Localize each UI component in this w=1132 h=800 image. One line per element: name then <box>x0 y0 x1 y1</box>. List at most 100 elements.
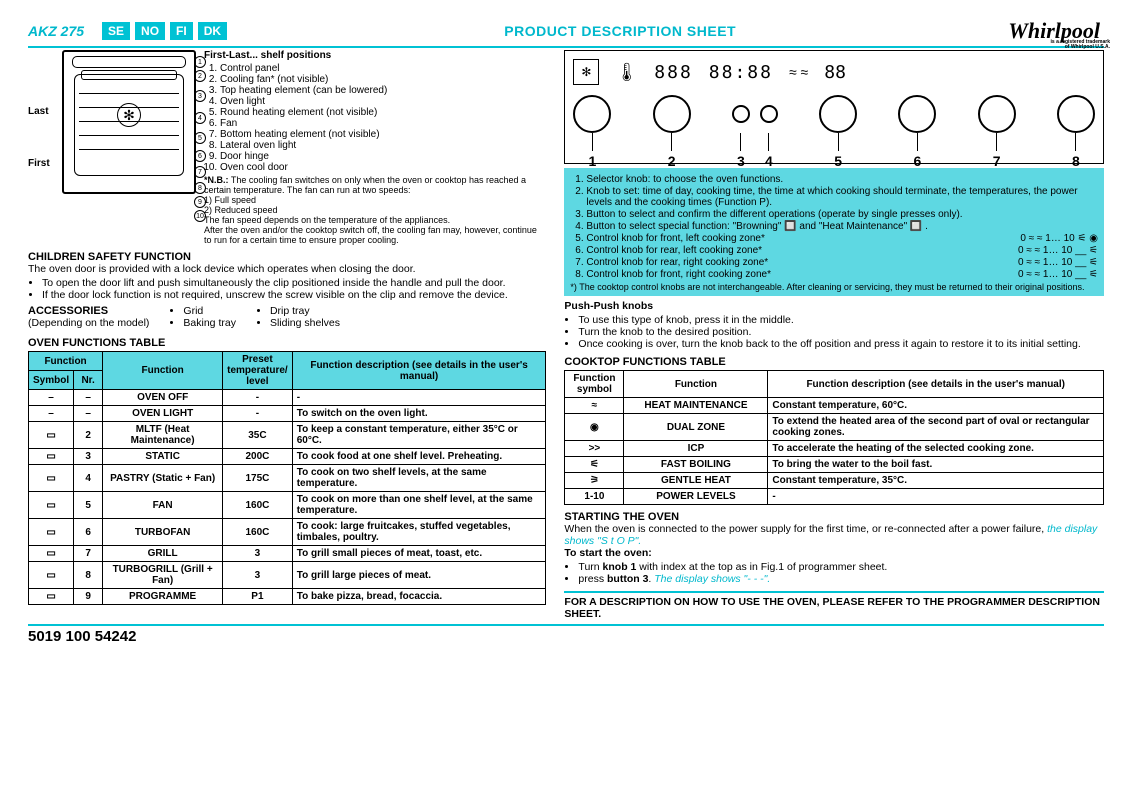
col-preset: Preset temperature/ level <box>223 352 293 390</box>
country-no: NO <box>135 22 165 40</box>
pushpush-b3: Once cooking is over, turn the knob back… <box>578 338 1104 350</box>
knob-7: 7 <box>993 153 1001 169</box>
oven-diagram: ✻ 1 2 3 4 5 6 7 8 9 10 <box>62 50 196 194</box>
legend-item: Button to select special function: "Brow… <box>586 221 1098 232</box>
knob-5: 5 <box>834 153 842 169</box>
fan-icon: ✻ <box>573 59 599 85</box>
country-dk: DK <box>198 22 227 40</box>
firstlast-heading: First-Last... shelf positions <box>204 50 546 61</box>
legend-foot-label: *) <box>570 282 577 292</box>
knob-4: 4 <box>765 153 773 169</box>
nb-text: The cooling fan switches on only when th… <box>204 175 526 195</box>
legend-item: Button to select and confirm the differe… <box>586 209 1098 220</box>
part-number: 5019 100 54242 <box>28 624 1104 645</box>
pushpush-b1: To use this type of knob, press it in th… <box>578 314 1104 326</box>
table-row: ▭6TURBOFAN160CTo cook: large fruitcakes,… <box>29 519 546 546</box>
part-8: Lateral oven light <box>220 140 546 151</box>
part-10: Oven cool door <box>220 162 546 173</box>
starting-head: STARTING THE OVEN <box>564 511 1104 523</box>
acc-tray: Baking tray <box>183 317 236 329</box>
part-2: Cooling fan* (not visible) <box>220 74 546 85</box>
legend-item: Selector knob: to choose the oven functi… <box>586 174 1098 185</box>
pushpush-b2: Turn the knob to the desired position. <box>578 326 1104 338</box>
starting-line1: When the oven is connected to the power … <box>564 523 1044 535</box>
knob-6: 6 <box>914 153 922 169</box>
table-row: >>ICPTo accelerate the heating of the se… <box>565 441 1104 457</box>
table-row: ◉DUAL ZONETo extend the heated area of t… <box>565 414 1104 441</box>
col-function: Function <box>29 352 103 371</box>
pushpush-head: Push-Push knobs <box>564 300 653 312</box>
table-row: ––OVEN LIGHT-To switch on the oven light… <box>29 406 546 422</box>
accessories-sub: (Depending on the model) <box>28 317 149 329</box>
country-fi: FI <box>170 22 193 40</box>
control-panel-diagram: ✻ 🌡 888 88:88 ≈ ≈ 88 1 2 3 4 5 6 7 8 <box>564 50 1104 164</box>
legend-item: Knob to set: time of day, cooking time, … <box>586 186 1098 208</box>
brand-trademark: is a registered trademark of Whirlpool U… <box>1050 40 1110 50</box>
legend-item: Control knob for rear, left cooking zone… <box>586 245 1098 256</box>
table-row: ▭3STATIC200CTo cook food at one shelf le… <box>29 449 546 465</box>
table-row: ⚞GENTLE HEATConstant temperature, 35°C. <box>565 473 1104 489</box>
child-safety-b2: If the door lock function is not require… <box>42 289 546 301</box>
header-bar: AKZ 275 SE NO FI DK PRODUCT DESCRIPTION … <box>28 18 1104 48</box>
part-6: Fan <box>220 118 546 129</box>
knob-3: 3 <box>737 153 745 169</box>
part-9: Door hinge <box>220 151 546 162</box>
oven-functions-table: Function Function Preset temperature/ le… <box>28 351 546 605</box>
ct-col-sym: Function symbol <box>565 371 624 398</box>
country-se: SE <box>102 22 130 40</box>
cooktop-head: COOKTOP FUNCTIONS TABLE <box>564 356 1104 368</box>
knob-8: 8 <box>1072 153 1080 169</box>
acc-shelves: Sliding shelves <box>270 317 340 329</box>
child-safety-b1: To open the door lift and push simultane… <box>42 277 546 289</box>
parts-list: Control panel Cooling fan* (not visible)… <box>220 63 546 173</box>
knob-1: 1 <box>589 153 597 169</box>
child-safety-head: CHILDREN SAFETY FUNCTION <box>28 251 546 263</box>
knob-2: 2 <box>668 153 676 169</box>
table-row: ––OVEN OFF-- <box>29 390 546 406</box>
accessories-head: ACCESSORIES <box>28 305 149 317</box>
table-row: ▭8TURBOGRILL (Grill + Fan)3To grill larg… <box>29 562 546 589</box>
part-4: Oven light <box>220 96 546 107</box>
table-row: ▭9PROGRAMMEP1To bake pizza, bread, focac… <box>29 589 546 605</box>
starting-sub: To start the oven: <box>564 547 651 559</box>
nb-speed2: 2) Reduced speed <box>204 205 278 215</box>
col-symbol: Symbol <box>29 371 74 390</box>
nb-text3: After the oven and/or the cooktop switch… <box>204 225 537 245</box>
clock-display: 88:88 <box>709 62 773 83</box>
col-function2: Function <box>103 352 223 390</box>
cooktop-functions-table: Function symbol Function Function descri… <box>564 370 1104 505</box>
col-nr: Nr. <box>74 371 103 390</box>
table-row: 1-10POWER LEVELS- <box>565 489 1104 505</box>
part-3: Top heating element (can be lowered) <box>220 85 546 96</box>
starting-b1: Turn knob 1 with index at the top as in … <box>578 561 1104 573</box>
legend-item: Control knob for front, right cooking zo… <box>586 269 1098 280</box>
shelf-first-label: First <box>28 158 50 169</box>
model-number: AKZ 275 <box>28 23 84 39</box>
table-row: ⚟FAST BOILINGTo bring the water to the b… <box>565 457 1104 473</box>
table-row: ▭2MLTF (Heat Maintenance)35CTo keep a co… <box>29 422 546 449</box>
child-safety-intro: The oven door is provided with a lock de… <box>28 263 546 275</box>
legend-item: Control knob for front, left cooking zon… <box>586 233 1098 244</box>
part-7: Bottom heating element (not visible) <box>220 129 546 140</box>
table-row: ▭4PASTRY (Static + Fan)175CTo cook on tw… <box>29 465 546 492</box>
panel-legend: Selector knob: to choose the oven functi… <box>564 168 1104 296</box>
footer-callout: FOR A DESCRIPTION ON HOW TO USE THE OVEN… <box>564 596 1100 620</box>
table-row: ≈HEAT MAINTENANCEConstant temperature, 6… <box>565 398 1104 414</box>
col-desc: Function description (see details in the… <box>292 352 546 390</box>
acc-grid: Grid <box>183 305 236 317</box>
part-1: Control panel <box>220 63 546 74</box>
page-title: PRODUCT DESCRIPTION SHEET <box>232 23 1008 39</box>
brand-logo: Whirlpool is a registered trademark of W… <box>1008 18 1104 44</box>
starting-b2: press button 3. The display shows "- - -… <box>578 573 1104 585</box>
ct-col-func: Function <box>624 371 768 398</box>
table-row: ▭5FAN160CTo cook on more than one shelf … <box>29 492 546 519</box>
ct-col-desc: Function description (see details in the… <box>768 371 1104 398</box>
nb-speed1: 1) Full speed <box>204 195 256 205</box>
oven-funcs-head: OVEN FUNCTIONS TABLE <box>28 337 546 349</box>
part-5: Round heating element (not visible) <box>220 107 546 118</box>
acc-drip: Drip tray <box>270 305 340 317</box>
nb-text2: The fan speed depends on the temperature… <box>204 215 450 225</box>
legend-item: Control knob for rear, right cooking zon… <box>586 257 1098 268</box>
shelf-last-label: Last <box>28 106 49 117</box>
legend-foot: The cooktop control knobs are not interc… <box>579 282 1084 292</box>
